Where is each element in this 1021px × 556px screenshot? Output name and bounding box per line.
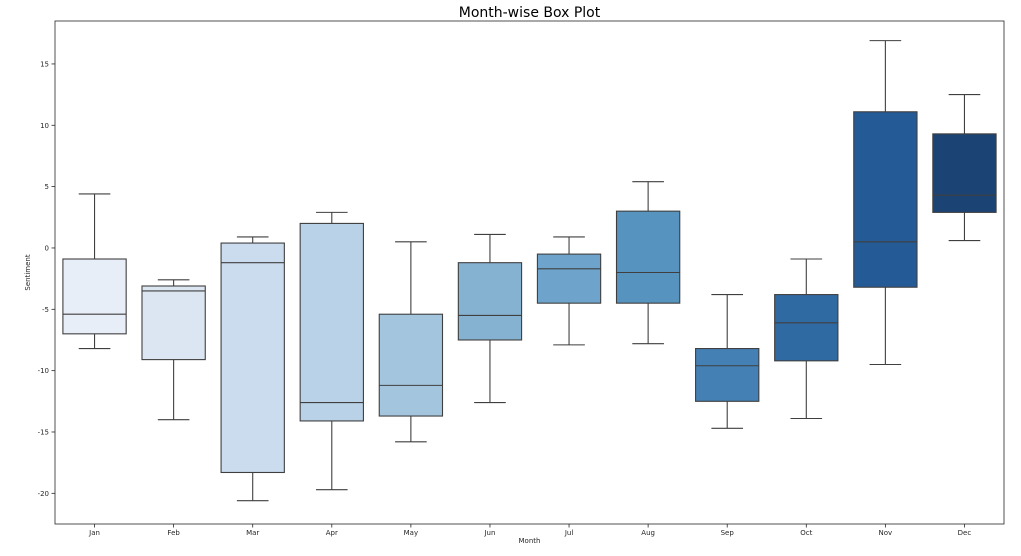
x-axis-label: Month: [519, 537, 541, 545]
x-tick-label: Sep: [721, 529, 735, 537]
box-body: [62, 258, 127, 335]
box-may: [378, 241, 444, 443]
box-oct: [774, 258, 839, 420]
box-body: [853, 111, 918, 288]
y-axis: -20 -15 -10 -5 0 5 10 15: [38, 60, 55, 498]
x-tick-label: Jul: [564, 529, 574, 537]
box-mar: [220, 236, 285, 502]
box-feb: [141, 279, 206, 421]
box-apr: [299, 211, 364, 491]
x-tick-label: Jan: [88, 529, 100, 537]
box-body: [378, 313, 444, 417]
y-tick-label: 10: [40, 122, 49, 130]
y-axis-label: Sentiment: [24, 254, 32, 290]
box-nov: [853, 40, 918, 366]
y-tick-label: -5: [42, 306, 49, 314]
box-jun: [457, 233, 523, 404]
x-tick-label: Nov: [879, 529, 893, 537]
boxes-group: [62, 40, 997, 502]
y-tick-label: 15: [40, 60, 49, 68]
box-body: [774, 294, 839, 362]
y-tick-label: 0: [45, 244, 49, 252]
x-tick-label: Apr: [326, 529, 338, 537]
box-body: [932, 133, 997, 213]
plot-area-frame: [54, 20, 1005, 525]
x-tick-label: Dec: [958, 529, 972, 537]
box-body: [220, 242, 285, 474]
x-axis: Jan Feb Mar Apr May Jun Jul Aug Sep Oct Nov Dec: [88, 524, 971, 537]
x-tick-label: Jun: [483, 529, 495, 537]
box-jul: [536, 236, 602, 346]
box-body: [299, 222, 364, 422]
box-body: [141, 285, 206, 361]
box-jan: [62, 193, 127, 350]
y-tick-label: -15: [38, 428, 49, 436]
box-body: [536, 253, 602, 304]
box-sep: [695, 294, 760, 429]
box-dec: [932, 94, 997, 242]
box-body: [615, 210, 681, 304]
x-tick-label: May: [404, 529, 418, 537]
y-tick-label: -20: [38, 490, 49, 498]
x-tick-label: Aug: [641, 529, 655, 537]
y-tick-label: -10: [38, 367, 49, 375]
x-tick-label: Mar: [246, 529, 259, 537]
chart-title: Month-wise Box Plot: [459, 5, 601, 21]
box-body: [695, 348, 760, 402]
y-tick-label: 5: [45, 183, 49, 191]
box-aug: [615, 181, 681, 345]
x-tick-label: Feb: [167, 529, 180, 537]
x-tick-label: Oct: [800, 529, 812, 537]
box-body: [457, 262, 523, 341]
